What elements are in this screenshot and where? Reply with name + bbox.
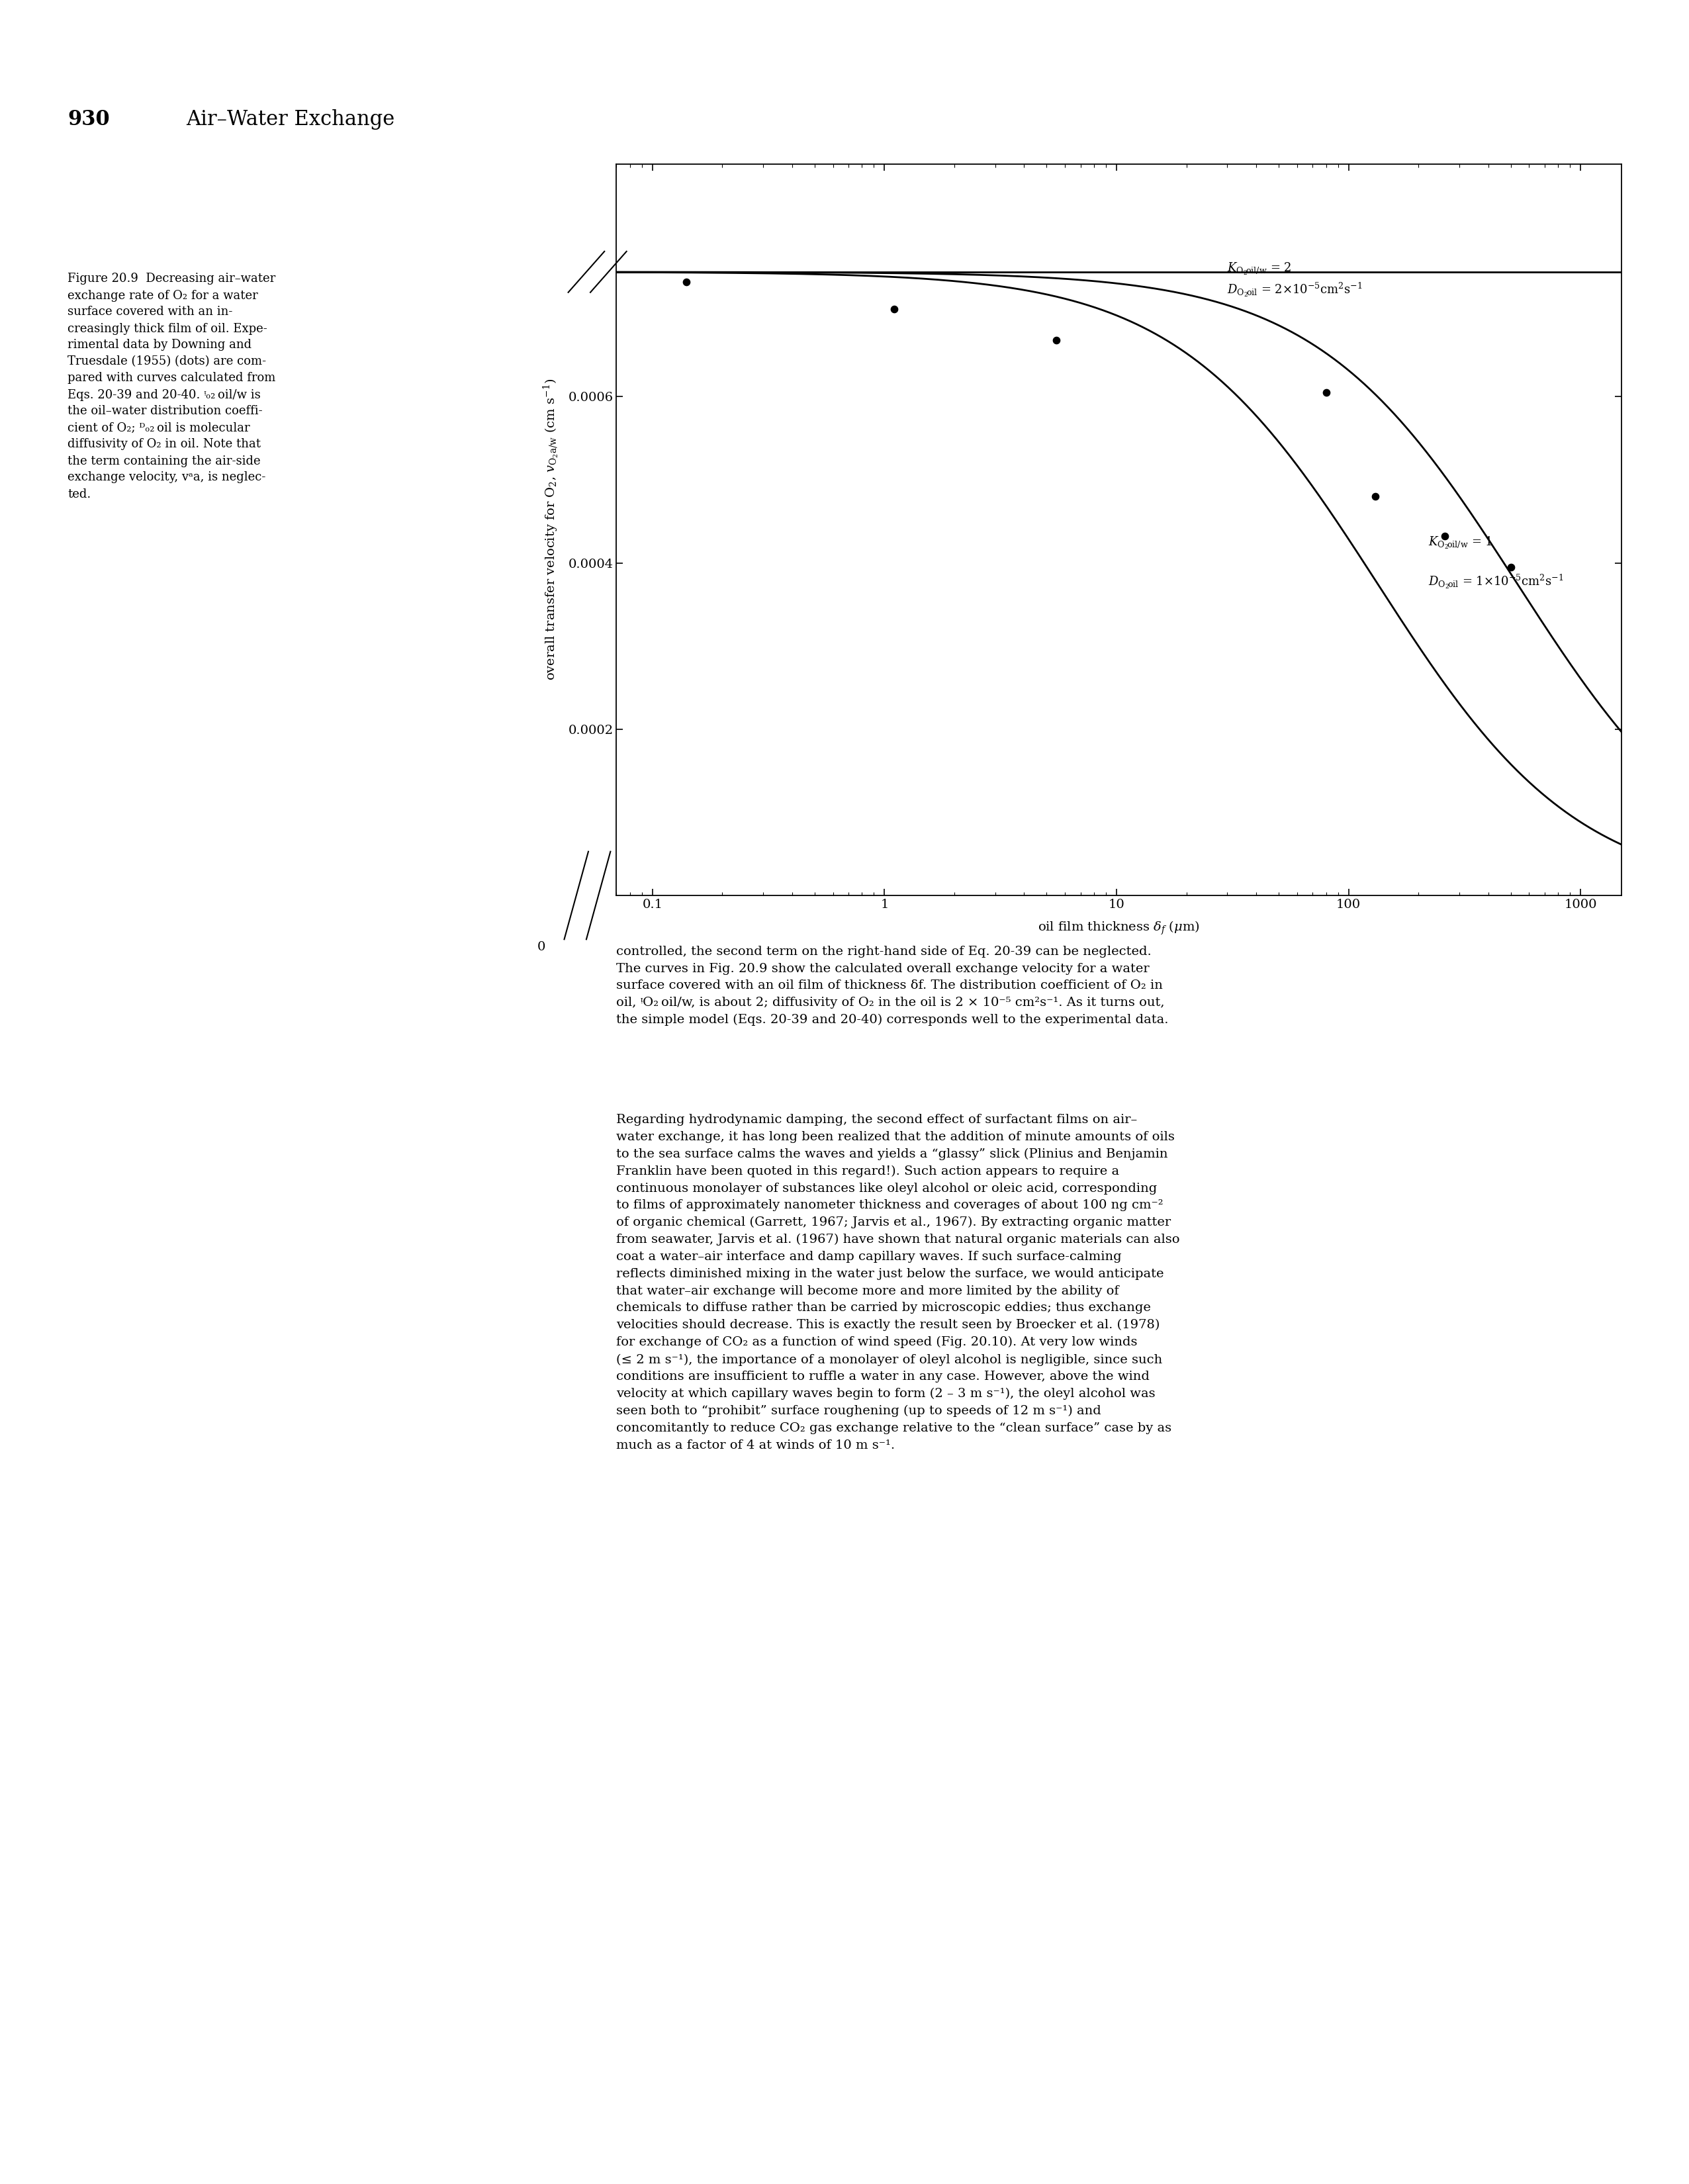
Text: Regarding hydrodynamic damping, the second effect of surfactant films on air–
wa: Regarding hydrodynamic damping, the seco… <box>616 1114 1181 1450</box>
X-axis label: oil film thickness $\delta_f$ ($\mu$m): oil film thickness $\delta_f$ ($\mu$m) <box>1039 919 1199 937</box>
Point <box>1496 550 1523 585</box>
Text: $K_{\mathrm{O_2\!oil/w}}$ = 2: $K_{\mathrm{O_2\!oil/w}}$ = 2 <box>1228 262 1292 277</box>
Text: $D_{\mathrm{O_2\!oil}}$ = 2×10$^{-5}$cm$^2$s$^{-1}$: $D_{\mathrm{O_2\!oil}}$ = 2×10$^{-5}$cm$… <box>1228 282 1363 299</box>
Text: controlled, the second term on the right-hand side of Eq. 20-39 can be neglected: controlled, the second term on the right… <box>616 946 1169 1026</box>
Text: $K_{\mathrm{O_2\!oil/w}}$ = 1: $K_{\mathrm{O_2\!oil/w}}$ = 1 <box>1427 535 1491 550</box>
Text: Air–Water Exchange: Air–Water Exchange <box>186 109 395 129</box>
Text: 930: 930 <box>68 109 110 129</box>
Point <box>880 293 907 328</box>
Point <box>1312 376 1339 411</box>
Y-axis label: overall transfer velocity for O$_2$, $v_{\mathrm{O_2 a/w}}$ (cm s$^{-1}$): overall transfer velocity for O$_2$, $v_… <box>542 378 561 681</box>
Text: Figure 20.9  Decreasing air–water
exchange rate of O₂ for a water
surface covere: Figure 20.9 Decreasing air–water exchang… <box>68 273 275 500</box>
Point <box>1431 520 1458 555</box>
Point <box>1042 323 1069 358</box>
Text: 0: 0 <box>537 941 546 952</box>
Text: $D_{\mathrm{O_2\!oil}}$ = 1×10$^{-5}$cm$^2$s$^{-1}$: $D_{\mathrm{O_2\!oil}}$ = 1×10$^{-5}$cm$… <box>1427 572 1564 590</box>
Point <box>672 264 699 299</box>
Point <box>1361 478 1388 513</box>
